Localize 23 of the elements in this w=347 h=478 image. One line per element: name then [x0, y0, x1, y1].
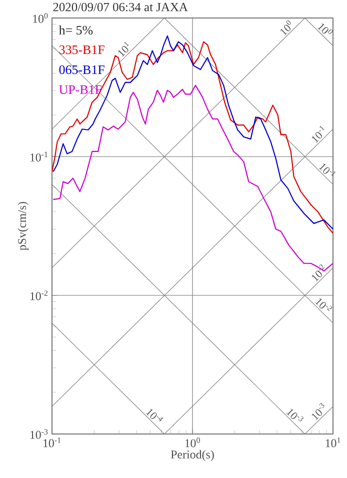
annotation: h= 5%: [58, 25, 93, 35]
series-label: 335-B1F: [59, 45, 104, 54]
y-axis-title: pSv(cm/s): [18, 202, 29, 250]
annotation: 10$^{-3}$: [312, 403, 324, 420]
x-tick-label: 10$^{0}$: [185, 438, 200, 448]
y-tick-label: 10$^{-1}$: [30, 152, 48, 162]
annotation: 10$^{-3}$: [286, 408, 304, 422]
annotation: 10$^{1}$: [118, 42, 130, 57]
y-tick-label: 10$^{-3}$: [30, 429, 48, 439]
annotation: 10$^{-4}$: [146, 408, 164, 422]
annotation: 10$^{0}$: [280, 20, 291, 36]
series-label: 065-B1F: [59, 65, 104, 74]
annotation: 10$^{0}$: [317, 23, 333, 34]
annotation: 10$^{-2}$: [315, 298, 332, 312]
x-axis-title: Period(s): [170, 450, 214, 461]
chart-title: 2020/09/07 06:34 at JAXA: [53, 2, 188, 12]
x-tick-label: 10$^{1}$: [326, 438, 340, 448]
annotation: 10$^{-1}$: [312, 126, 325, 143]
y-tick-label: 10$^{0}$: [33, 13, 48, 23]
y-tick-label: 10$^{-2}$: [30, 290, 48, 300]
x-tick-label: 10$^{-1}$: [44, 438, 61, 448]
annotation: 10$^{-2}$: [312, 264, 325, 282]
annotation: 10$^{-1}$: [318, 164, 336, 176]
